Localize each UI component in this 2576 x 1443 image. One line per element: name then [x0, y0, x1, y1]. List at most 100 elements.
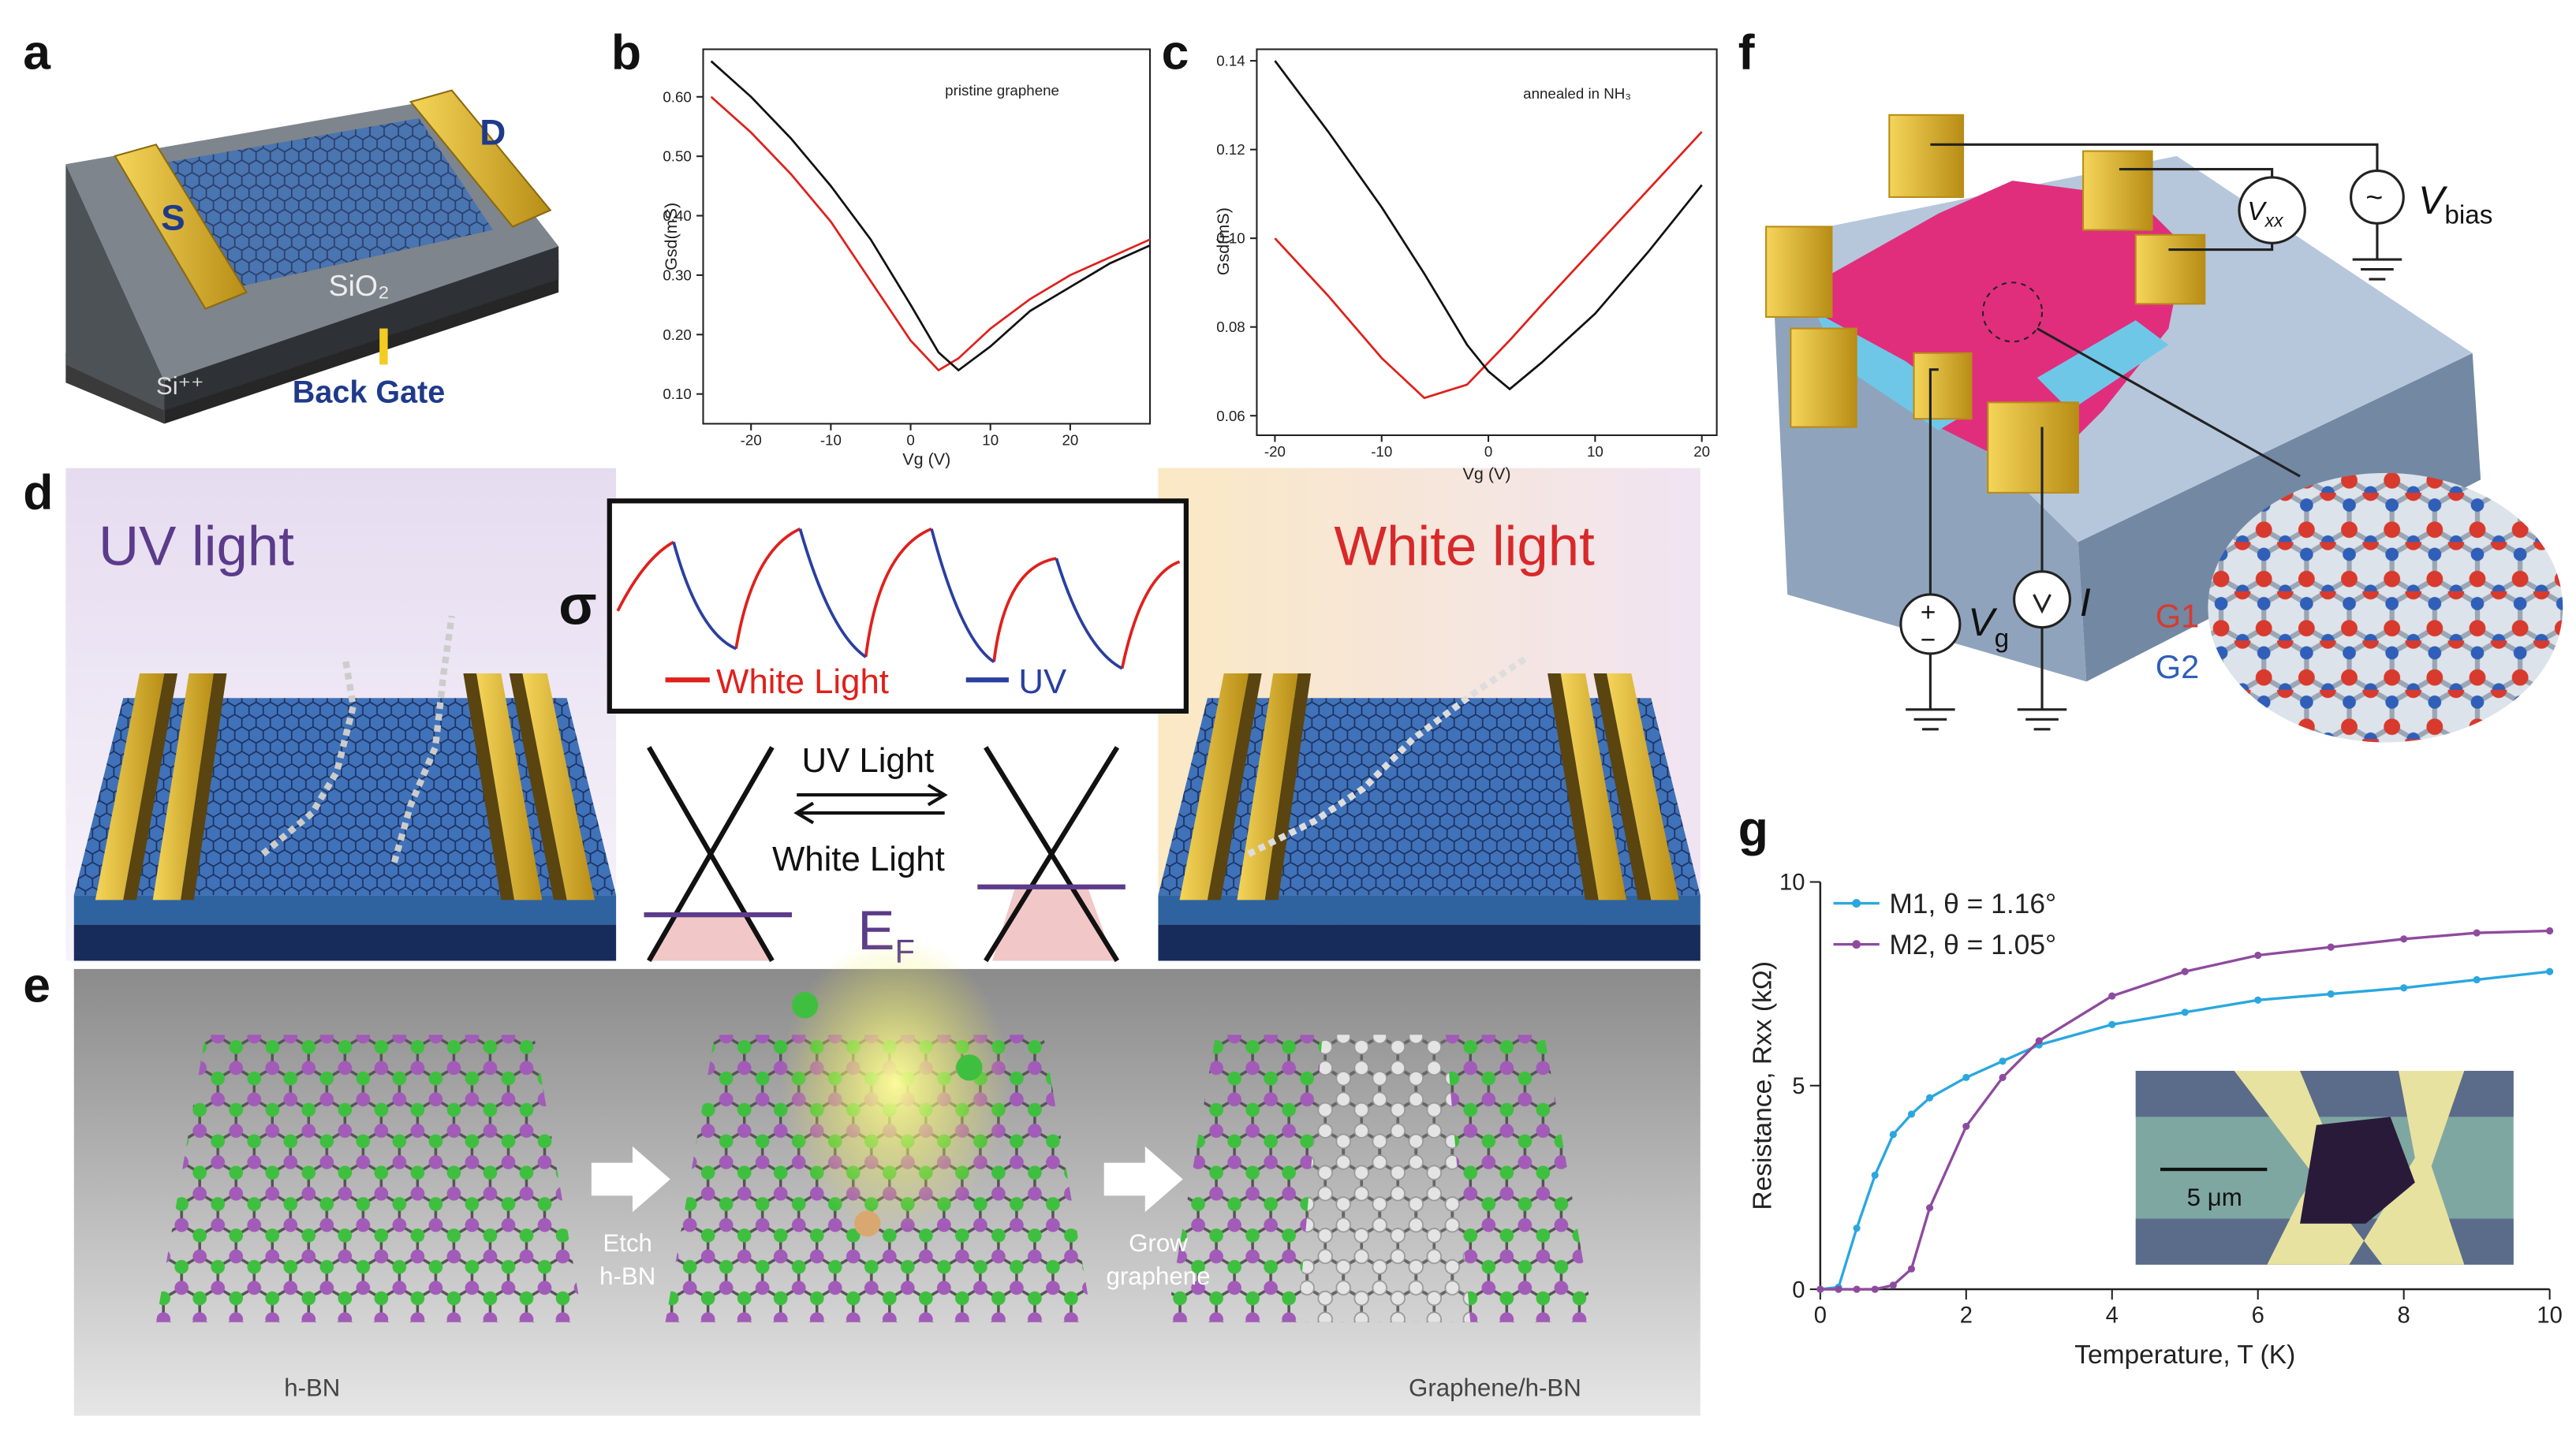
panel-label: g	[1738, 802, 1768, 857]
y-tick-label: 10	[1779, 871, 1805, 896]
y-tick-label: 0.60	[663, 88, 691, 105]
point	[2546, 927, 2554, 935]
point	[2035, 1037, 2043, 1045]
legend-marker	[1852, 899, 1861, 908]
panel-label: f	[1738, 24, 1755, 80]
plot-frame	[1256, 48, 1718, 436]
point	[1853, 1285, 1861, 1293]
y-axis-label: Gsd(mS)	[661, 203, 681, 270]
point	[2181, 968, 2189, 975]
plot-frame	[702, 48, 1152, 425]
panel-label: a	[23, 24, 51, 80]
y-tick-label: 5	[1792, 1074, 1805, 1099]
x-axis-label: Vg (V)	[902, 449, 950, 468]
atom	[854, 1210, 881, 1237]
point	[1871, 1285, 1879, 1293]
arrow	[591, 1146, 670, 1213]
point	[2108, 992, 2116, 1000]
x-axis-label: Vg (V)	[1462, 464, 1510, 483]
point	[2546, 968, 2554, 975]
atom	[791, 992, 819, 1019]
point	[1962, 1073, 1970, 1082]
point	[1853, 1224, 1861, 1232]
label: S	[161, 198, 185, 238]
device-d	[73, 615, 617, 961]
label: UV Light	[801, 741, 934, 780]
legend-label: M1, θ = 1.16°	[1889, 888, 2056, 919]
x-tick-label: 0	[1814, 1303, 1827, 1328]
chart-title: annealed in NH₃	[1523, 85, 1631, 102]
x-tick-label: 0	[906, 432, 914, 449]
label: G1	[2156, 598, 2200, 635]
x-tick-label: 10	[2537, 1303, 2562, 1328]
point	[2473, 929, 2481, 937]
x-tick-label: -20	[741, 432, 762, 449]
panel-label: d	[23, 465, 53, 520]
point	[1816, 1285, 1824, 1293]
arrow	[1103, 1146, 1183, 1213]
panel-label: e	[23, 958, 50, 1013]
x-tick-label: -10	[820, 432, 842, 449]
trace	[616, 527, 1181, 683]
x-tick-label: 20	[1062, 432, 1078, 449]
x-tick-label: 10	[982, 432, 999, 449]
label: ~	[2365, 180, 2383, 213]
point	[1962, 1122, 1970, 1131]
y-tick-label: 0.08	[1216, 319, 1245, 335]
label: +	[1921, 598, 1936, 627]
label: h-BN	[599, 1262, 655, 1290]
dirac-cone	[644, 746, 1126, 963]
label: σ	[558, 574, 596, 636]
y-tick-label: 0.20	[663, 326, 691, 343]
label: SiO₂	[329, 269, 390, 302]
x-tick-label: 8	[2398, 1303, 2410, 1328]
chart-title: pristine graphene	[945, 82, 1059, 99]
label: Vxx	[2247, 197, 2284, 230]
point	[1871, 1171, 1879, 1179]
y-tick-label: 0.50	[663, 148, 691, 165]
y-axis-label: Gsd(mS)	[1213, 207, 1233, 275]
point	[1925, 1204, 1934, 1212]
point	[2400, 935, 2408, 943]
label: Si⁺⁺	[156, 372, 204, 400]
y-tick-label: 0	[1792, 1277, 1805, 1303]
y-tick-label: 0.40	[663, 207, 691, 224]
point	[2327, 990, 2335, 998]
y-tick-label: 0.30	[663, 267, 691, 283]
lattice	[155, 1035, 584, 1322]
title: White light	[1334, 516, 1595, 578]
x-tick-label: 0	[1484, 443, 1492, 460]
point	[1999, 1057, 2007, 1065]
inset-image	[2135, 1071, 2514, 1265]
x-axis-label: Temperature, T (K)	[2074, 1340, 2295, 1370]
label: G2	[2156, 648, 2200, 685]
label: Back Gate	[293, 375, 446, 409]
x-tick-label: -20	[1264, 443, 1286, 460]
beam	[780, 936, 1010, 1232]
legend-label: UV	[1018, 662, 1066, 701]
y-tick-label: 0.10	[663, 386, 691, 402]
point	[2327, 943, 2335, 951]
label: −	[1921, 626, 1936, 655]
y-tick-label: 0.06	[1216, 408, 1245, 424]
label: Grow	[1129, 1229, 1188, 1257]
scale-label: 5 μm	[2187, 1184, 2242, 1211]
point	[2108, 1020, 2116, 1028]
label: I	[2080, 580, 2091, 625]
y-axis-label: Resistance, Rxx (kΩ)	[1748, 961, 1777, 1210]
y-tick-label: 0.14	[1216, 53, 1245, 69]
label: Vg	[1968, 600, 2009, 654]
y-tick-label: 0.10	[1216, 230, 1245, 247]
atom	[956, 1054, 983, 1081]
label: Vbias	[2418, 178, 2492, 229]
point	[1999, 1073, 2007, 1082]
point	[1889, 1281, 1897, 1289]
panel-label: c	[1162, 24, 1189, 80]
point	[2254, 996, 2262, 1004]
point	[1925, 1094, 1934, 1102]
point	[1835, 1285, 1842, 1293]
device-d	[1158, 654, 1701, 961]
point	[2181, 1009, 2189, 1016]
label: White Light	[772, 840, 945, 878]
